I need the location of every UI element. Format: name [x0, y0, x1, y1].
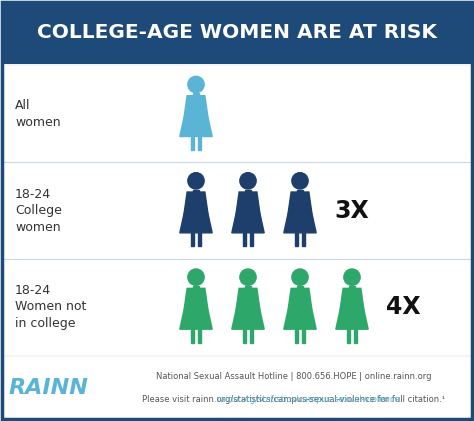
Polygon shape [184, 96, 208, 117]
Circle shape [239, 268, 257, 286]
Polygon shape [236, 192, 260, 213]
FancyBboxPatch shape [2, 66, 472, 355]
Polygon shape [302, 329, 305, 343]
FancyBboxPatch shape [2, 357, 472, 419]
Text: rainn.org/statistics/campus-sexual-violence: rainn.org/statistics/campus-sexual-viole… [188, 394, 400, 404]
Polygon shape [193, 93, 199, 96]
Polygon shape [184, 288, 208, 310]
Polygon shape [250, 233, 253, 246]
Polygon shape [193, 286, 199, 288]
Text: All
women: All women [15, 99, 61, 129]
Text: 4X: 4X [386, 295, 420, 319]
Text: Please visit rainn.org/statistics/campus-sexual-violence for full citation.¹: Please visit rainn.org/statistics/campus… [142, 394, 446, 404]
Polygon shape [236, 288, 260, 310]
Polygon shape [245, 190, 251, 192]
Polygon shape [198, 136, 201, 150]
Polygon shape [297, 286, 303, 288]
Polygon shape [340, 288, 364, 310]
Polygon shape [295, 233, 298, 246]
Circle shape [187, 268, 205, 286]
Polygon shape [284, 213, 316, 233]
Polygon shape [297, 190, 303, 192]
Circle shape [239, 172, 257, 190]
Text: 3X: 3X [334, 198, 369, 223]
Polygon shape [243, 329, 246, 343]
Polygon shape [180, 213, 212, 233]
Polygon shape [198, 233, 201, 246]
Polygon shape [243, 233, 246, 246]
Polygon shape [302, 233, 305, 246]
Polygon shape [180, 310, 212, 329]
Polygon shape [245, 286, 251, 288]
Polygon shape [191, 233, 194, 246]
Circle shape [187, 76, 205, 93]
Polygon shape [284, 310, 316, 329]
Polygon shape [232, 213, 264, 233]
Text: COLLEGE-AGE WOMEN ARE AT RISK: COLLEGE-AGE WOMEN ARE AT RISK [37, 24, 437, 43]
Polygon shape [288, 288, 312, 310]
Text: RAINN: RAINN [8, 378, 88, 398]
Circle shape [291, 268, 309, 286]
Polygon shape [193, 190, 199, 192]
Polygon shape [232, 310, 264, 329]
Polygon shape [191, 329, 194, 343]
Polygon shape [336, 310, 368, 329]
FancyBboxPatch shape [2, 2, 472, 64]
Polygon shape [295, 329, 298, 343]
Polygon shape [250, 329, 253, 343]
Polygon shape [347, 329, 350, 343]
Polygon shape [349, 286, 355, 288]
Polygon shape [191, 136, 194, 150]
Circle shape [187, 172, 205, 190]
Polygon shape [184, 192, 208, 213]
Polygon shape [180, 117, 212, 136]
Circle shape [343, 268, 361, 286]
Text: 18-24
College
women: 18-24 College women [15, 187, 62, 234]
Text: 18-24
Women not
in college: 18-24 Women not in college [15, 284, 86, 330]
Text: National Sexual Assault Hotline | 800.656.HOPE | online.rainn.org: National Sexual Assault Hotline | 800.65… [156, 372, 432, 381]
Circle shape [291, 172, 309, 190]
Polygon shape [198, 329, 201, 343]
Polygon shape [288, 192, 312, 213]
Polygon shape [354, 329, 357, 343]
